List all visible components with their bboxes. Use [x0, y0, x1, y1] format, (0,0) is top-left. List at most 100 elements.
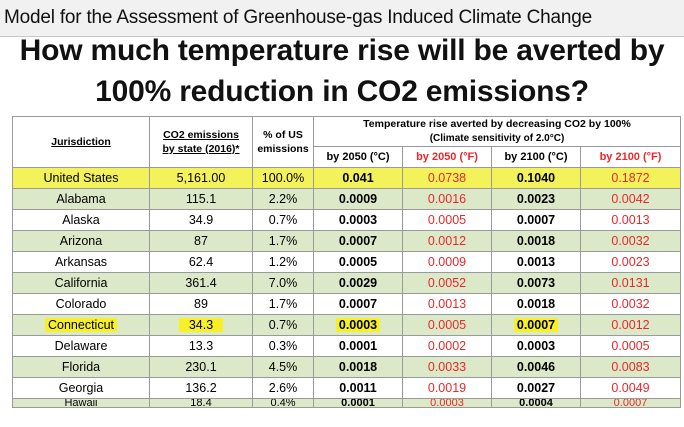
- cell-2050-c: 0.0029: [313, 272, 403, 294]
- header-pct-line2: emissions: [257, 143, 309, 155]
- cell-2050-c: 0.0005: [313, 251, 403, 273]
- cell-pct: 1.7%: [252, 230, 314, 252]
- cell-2100-c: 0.0073: [491, 272, 581, 294]
- cell-2100-c: 0.0013: [491, 251, 581, 273]
- table-row-florida: Florida 230.1 4.5% 0.0018 0.0033 0.0046 …: [12, 356, 681, 378]
- cell-co2: 361.4: [149, 272, 253, 294]
- cell-pct: 7.0%: [252, 272, 314, 294]
- cell-2050-f: 0.0003: [402, 398, 492, 408]
- cell-pct: 2.6%: [252, 377, 314, 399]
- cell-co2: 115.1: [149, 188, 253, 210]
- cell-2050-c: 0.0001: [313, 335, 403, 357]
- cell-pct: 0.7%: [252, 209, 314, 231]
- table-row-arizona: Arizona 87 1.7% 0.0007 0.0012 0.0018 0.0…: [12, 230, 681, 252]
- cell-pct: 1.7%: [252, 293, 314, 315]
- headline-line-1: How much temperature rise will be averte…: [19, 34, 665, 67]
- cell-2050-c: 0.0003: [313, 209, 403, 231]
- cell-2100-f: 0.1872: [580, 167, 681, 189]
- cell-2100-c: 0.0004: [491, 398, 581, 408]
- cell-2050-f: 0.0009: [402, 251, 492, 273]
- cell-2050-f: 0.0019: [402, 377, 492, 399]
- cell-jurisdiction: Connecticut: [12, 314, 150, 336]
- cell-jurisdiction: Colorado: [12, 293, 150, 315]
- header-2050-c: by 2050 (°C): [313, 146, 403, 168]
- highlight-mark: 0.0003: [335, 318, 381, 332]
- table-row-alabama: Alabama 115.1 2.2% 0.0009 0.0016 0.0023 …: [12, 188, 681, 210]
- cell-2050-c: 0.0018: [313, 356, 403, 378]
- cell-jurisdiction: Alabama: [12, 188, 150, 210]
- cell-co2: 18.4: [149, 398, 253, 408]
- headline-line-2: 100% reduction in CO2 emissions?: [95, 75, 589, 108]
- model-title-bar: Model for the Assessment of Greenhouse-g…: [0, 0, 684, 37]
- cell-2100-f: 0.0042: [580, 188, 681, 210]
- cell-2050-f: 0.0013: [402, 293, 492, 315]
- header-co2-line1: CO2 emissions: [163, 129, 239, 141]
- cell-2050-f: 0.0002: [402, 335, 492, 357]
- cell-2050-c: 0.0009: [313, 188, 403, 210]
- cell-2100-f: 0.0032: [580, 230, 681, 252]
- cell-2050-c: 0.0001: [313, 398, 403, 408]
- table-row-georgia: Georgia 136.2 2.6% 0.0011 0.0019 0.0027 …: [12, 377, 681, 399]
- cell-2100-f: 0.0032: [580, 293, 681, 315]
- header-jurisdiction-label: Jurisdiction: [51, 136, 111, 148]
- highlight-mark: 34.3: [178, 318, 224, 332]
- table-row-delaware: Delaware 13.3 0.3% 0.0001 0.0002 0.0003 …: [12, 335, 681, 357]
- cell-2100-f: 0.0083: [580, 356, 681, 378]
- cell-co2: 62.4: [149, 251, 253, 273]
- cell-jurisdiction: United States: [12, 167, 150, 189]
- cell-2050-f: 0.0738: [402, 167, 492, 189]
- table-row-connecticut: Connecticut 34.3 0.7% 0.0003 0.0005 0.00…: [12, 314, 681, 336]
- cell-2050-f: 0.0005: [402, 209, 492, 231]
- cell-jurisdiction: Delaware: [12, 335, 150, 357]
- cell-2100-f: 0.0005: [580, 335, 681, 357]
- cell-jurisdiction: Georgia: [12, 377, 150, 399]
- cell-pct: 2.2%: [252, 188, 314, 210]
- table-row-united-states: United States 5,161.00 100.0% 0.041 0.07…: [12, 167, 681, 189]
- cell-jurisdiction: Alaska: [12, 209, 150, 231]
- table-row-arkansas: Arkansas 62.4 1.2% 0.0005 0.0009 0.0013 …: [12, 251, 681, 273]
- cell-2100-c: 0.0018: [491, 230, 581, 252]
- cell-jurisdiction: California: [12, 272, 150, 294]
- header-pct-line1: % of US: [263, 129, 303, 141]
- cell-2050-f: 0.0016: [402, 188, 492, 210]
- header-temp-line2: (Climate sensitivity of 2.0°C): [429, 133, 565, 144]
- cell-2050-f: 0.0012: [402, 230, 492, 252]
- cell-co2: 89: [149, 293, 253, 315]
- header-pct: % of US emissions: [252, 116, 314, 168]
- header-temp-line1: Temperature rise averted by decreasing C…: [363, 118, 631, 130]
- cell-2100-c: 0.1040: [491, 167, 581, 189]
- header-temperature: Temperature rise averted by decreasing C…: [313, 116, 681, 147]
- cell-2100-c: 0.0018: [491, 293, 581, 315]
- cell-2050-f: 0.0052: [402, 272, 492, 294]
- table-row-alaska: Alaska 34.9 0.7% 0.0003 0.0005 0.0007 0.…: [12, 209, 681, 231]
- cell-pct: 0.4%: [252, 398, 314, 408]
- cell-co2: 136.2: [149, 377, 253, 399]
- cell-2050-c: 0.0011: [313, 377, 403, 399]
- cell-jurisdiction: Hawaii: [12, 398, 150, 408]
- cell-jurisdiction: Florida: [12, 356, 150, 378]
- cell-2100-c: 0.0027: [491, 377, 581, 399]
- header-2100-f: by 2100 (°F): [580, 146, 681, 168]
- cell-co2: 34.3: [149, 314, 253, 336]
- highlight-mark: Connecticut: [44, 318, 117, 332]
- cell-2100-f: 0.0049: [580, 377, 681, 399]
- cell-pct: 0.7%: [252, 314, 314, 336]
- highlight-mark: 0.0007: [513, 318, 559, 332]
- cell-pct: 4.5%: [252, 356, 314, 378]
- cell-pct: 0.3%: [252, 335, 314, 357]
- header-2100-c: by 2100 (°C): [491, 146, 581, 168]
- table-row-california: California 361.4 7.0% 0.0029 0.0052 0.00…: [12, 272, 681, 294]
- table-row-hawaii: Hawaii 18.4 0.4% 0.0001 0.0003 0.0004 0.…: [12, 398, 681, 408]
- cell-co2: 87: [149, 230, 253, 252]
- cell-co2: 13.3: [149, 335, 253, 357]
- header-jurisdiction: Jurisdiction: [12, 116, 150, 168]
- cell-pct: 1.2%: [252, 251, 314, 273]
- cell-2100-c: 0.0046: [491, 356, 581, 378]
- cell-2050-c: 0.0003: [313, 314, 403, 336]
- cell-co2: 5,161.00: [149, 167, 253, 189]
- model-title: Model for the Assessment of Greenhouse-g…: [4, 7, 592, 28]
- cell-jurisdiction: Arizona: [12, 230, 150, 252]
- header-2050-f: by 2050 (°F): [402, 146, 492, 168]
- cell-jurisdiction: Arkansas: [12, 251, 150, 273]
- cell-2100-c: 0.0003: [491, 335, 581, 357]
